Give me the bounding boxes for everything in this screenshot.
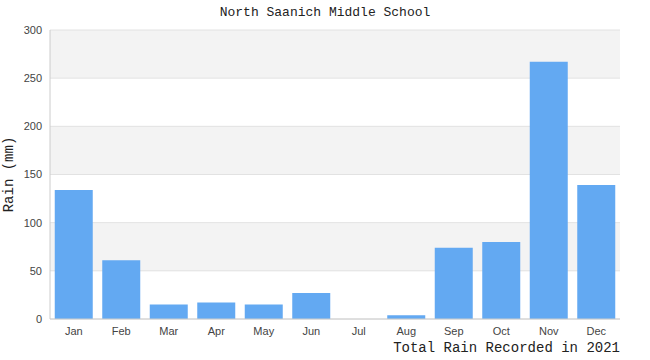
svg-text:Dec: Dec <box>586 325 606 337</box>
svg-text:150: 150 <box>24 168 42 180</box>
svg-text:Oct: Oct <box>493 325 510 337</box>
svg-text:Mar: Mar <box>159 325 178 337</box>
svg-text:Jul: Jul <box>352 325 366 337</box>
svg-text:Jun: Jun <box>302 325 320 337</box>
svg-text:May: May <box>253 325 274 337</box>
svg-text:300: 300 <box>24 24 42 36</box>
svg-text:Feb: Feb <box>112 325 131 337</box>
svg-text:250: 250 <box>24 72 42 84</box>
svg-text:Aug: Aug <box>396 325 416 337</box>
html-text:North Saanich Middle School: North Saanich Middle School <box>219 5 431 20</box>
svg-text:0: 0 <box>36 313 42 325</box>
svg-text:Rain (mm): Rain (mm) <box>8 137 17 213</box>
svg-text:100: 100 <box>24 217 42 229</box>
svg-text:Jan: Jan <box>65 325 83 337</box>
svg-text:Nov: Nov <box>539 325 559 337</box>
svg-text:Apr: Apr <box>208 325 225 337</box>
svg-text:50: 50 <box>30 265 42 277</box>
html-text:Total Rain Recorded in 2021: Total Rain Recorded in 2021 <box>393 340 620 356</box>
svg-text:200: 200 <box>24 120 42 132</box>
svg-text:Sep: Sep <box>444 325 464 337</box>
